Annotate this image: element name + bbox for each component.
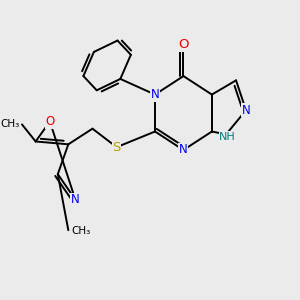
Text: N: N: [151, 88, 159, 101]
Text: CH₃: CH₃: [0, 119, 19, 129]
Text: O: O: [45, 115, 55, 128]
Text: CH₃: CH₃: [71, 226, 90, 236]
Text: NH: NH: [219, 132, 236, 142]
Text: N: N: [179, 143, 188, 157]
Text: N: N: [242, 104, 250, 117]
Text: N: N: [71, 193, 80, 206]
Text: O: O: [178, 38, 189, 51]
Text: S: S: [112, 141, 121, 154]
